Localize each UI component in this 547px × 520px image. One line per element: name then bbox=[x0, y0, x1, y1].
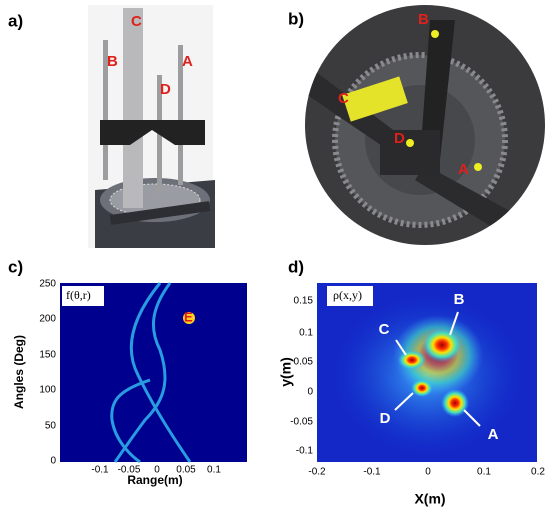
inset-label: f(θ,r) bbox=[66, 288, 91, 302]
x-tick-label: -0.1 bbox=[363, 467, 381, 478]
figure: a) C B A D b) B C D A c) f(θ,r) E 250 20… bbox=[0, 0, 547, 515]
panel-label: a) bbox=[8, 11, 23, 30]
marker-label: C bbox=[379, 321, 390, 338]
y-tick-label: 250 bbox=[39, 279, 56, 290]
marker-label: A bbox=[182, 53, 193, 70]
marker-label: D bbox=[380, 410, 391, 427]
marker-label: B bbox=[454, 291, 465, 308]
y-tick-label: -0.1 bbox=[296, 446, 314, 457]
y-tick-label: 0 bbox=[50, 456, 56, 467]
y-tick-label: 0.1 bbox=[299, 328, 313, 339]
photo-b bbox=[300, 0, 547, 250]
x-tick-label: -0.2 bbox=[308, 467, 326, 478]
marker-label: A bbox=[458, 161, 469, 178]
y-tick-label: 200 bbox=[39, 314, 56, 325]
panel-label: d) bbox=[288, 257, 304, 276]
marker-label: C bbox=[338, 90, 349, 107]
y-tick-label: 0 bbox=[307, 387, 313, 398]
x-tick-label: 0.1 bbox=[477, 467, 491, 478]
y-tick-label: -0.05 bbox=[290, 417, 313, 428]
marker-label: C bbox=[131, 13, 142, 30]
heatmap-d bbox=[317, 283, 537, 462]
y-tick-label: 150 bbox=[39, 350, 56, 361]
heatmap-c bbox=[60, 283, 247, 462]
y-tick-label: 100 bbox=[39, 385, 56, 396]
y-tick-label: 0.15 bbox=[294, 296, 314, 307]
y-tick-label: 50 bbox=[45, 421, 57, 432]
marker-label: D bbox=[160, 81, 171, 98]
x-tick-label: 0 bbox=[425, 467, 431, 478]
marker-label: E bbox=[184, 309, 193, 324]
x-tick-label: -0.1 bbox=[91, 465, 109, 476]
x-tick-label: 0.1 bbox=[207, 465, 221, 476]
y-axis-label: y(m) bbox=[278, 357, 294, 387]
x-tick-label: 0.2 bbox=[531, 467, 545, 478]
marker-label: D bbox=[394, 130, 405, 147]
y-axis-label: Angles (Deg) bbox=[12, 335, 26, 409]
x-axis-label: X(m) bbox=[414, 491, 445, 507]
x-axis-label: Range(m) bbox=[127, 473, 182, 487]
marker-label: B bbox=[107, 53, 118, 70]
panel-label: b) bbox=[288, 9, 304, 28]
y-tick-label: 0.05 bbox=[294, 357, 314, 368]
photo-a bbox=[88, 5, 215, 248]
inset-label: ρ(x,y) bbox=[333, 288, 362, 302]
panel-label: c) bbox=[8, 257, 23, 276]
marker-label: B bbox=[418, 11, 429, 28]
marker-label: A bbox=[488, 426, 499, 443]
